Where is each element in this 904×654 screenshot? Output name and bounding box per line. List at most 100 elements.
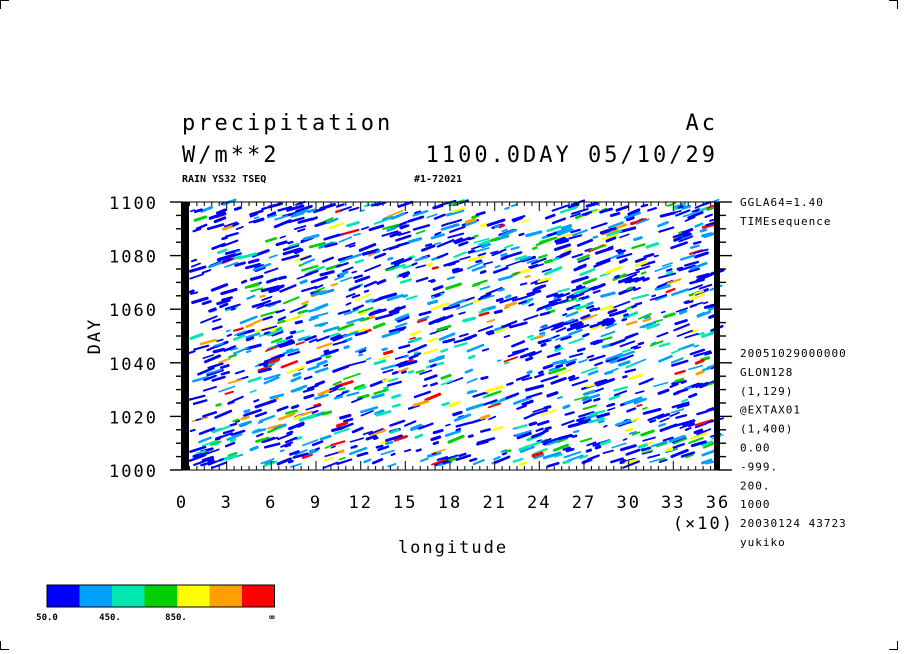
rain-streak (479, 285, 491, 291)
rain-streak (560, 224, 573, 230)
rain-streak (446, 276, 455, 281)
rain-streak (207, 457, 215, 463)
rain-streak (599, 207, 613, 214)
rain-streak (307, 365, 320, 371)
rain-streak (402, 294, 409, 298)
rain-streak (374, 313, 394, 321)
rain-streak (276, 339, 295, 348)
rain-streak (541, 408, 557, 416)
rain-streak (398, 344, 411, 350)
rain-streak (282, 244, 300, 252)
rain-streak (310, 275, 328, 284)
rain-streak (527, 263, 539, 268)
rain-streak (259, 294, 266, 298)
rain-streak (631, 304, 637, 309)
rain-streak (303, 393, 315, 400)
rain-streak (411, 262, 418, 267)
rain-streak (579, 416, 587, 421)
rain-streak (398, 271, 411, 278)
rain-streak (448, 400, 461, 408)
rain-streak (262, 315, 273, 321)
rain-streak (528, 421, 538, 427)
rain-streak (659, 423, 678, 432)
rain-streak (478, 308, 489, 314)
rain-streak (319, 202, 336, 211)
rain-streak (620, 444, 637, 452)
rain-streak (247, 258, 260, 264)
rain-streak (323, 233, 341, 241)
rain-streak (307, 265, 325, 275)
rain-streak (613, 390, 628, 397)
rain-streak (657, 388, 670, 395)
rain-streak (590, 222, 608, 230)
rain-streak (381, 230, 399, 237)
colorbar: 50.0 450. 850. ∞ (36, 584, 275, 623)
rain-streak (339, 413, 352, 420)
rain-streak (536, 439, 542, 443)
rain-streak (657, 272, 677, 279)
rain-streak (343, 345, 350, 350)
rain-streak (290, 384, 308, 393)
rain-streak (211, 325, 223, 331)
rain-streak (531, 451, 544, 458)
rain-streak (544, 258, 554, 264)
rain-streak (453, 251, 467, 259)
rain-streak (589, 307, 596, 313)
rain-streak (576, 238, 593, 247)
rain-streak (206, 369, 224, 377)
rain-streak (330, 334, 342, 341)
rain-streak (287, 240, 294, 245)
rain-streak (473, 237, 490, 244)
rain-streak (194, 208, 203, 214)
rain-streak (696, 410, 709, 416)
rain-streak (274, 214, 288, 221)
rain-streak (254, 401, 269, 409)
side-info-line: 20051029000000 (740, 347, 847, 360)
rain-streak (297, 309, 309, 315)
rain-streak (523, 413, 536, 420)
rain-streak (556, 396, 563, 400)
rain-streak (199, 338, 218, 346)
rain-streak (258, 414, 276, 423)
rain-streak (263, 376, 280, 385)
rain-streak (426, 213, 438, 219)
rain-streak (555, 251, 571, 260)
rain-streak (285, 314, 302, 323)
rain-streak (249, 445, 259, 452)
rain-streak (514, 255, 527, 261)
rain-streak (493, 327, 509, 334)
rain-streak (583, 413, 598, 421)
rain-streak (393, 309, 400, 314)
rain-streak (542, 437, 560, 446)
rain-streak (539, 325, 548, 329)
rain-streak (358, 353, 364, 357)
rain-streak (504, 206, 510, 210)
rain-streak (564, 411, 575, 416)
rain-streak (693, 428, 704, 435)
rain-streak (341, 228, 360, 236)
rain-streak (485, 390, 502, 398)
rain-streak (563, 248, 572, 252)
rain-streak (633, 276, 645, 283)
side-info-line: (1,129) (740, 385, 793, 398)
rain-streak (433, 213, 446, 220)
rain-streak (335, 203, 345, 208)
rain-streak (351, 426, 364, 434)
rain-streak (623, 396, 643, 405)
rain-streak (546, 225, 562, 233)
rain-streak (573, 287, 589, 296)
rain-streak (219, 302, 229, 309)
rain-streak (511, 271, 521, 276)
rain-streak (214, 442, 220, 446)
rain-streak (277, 316, 287, 322)
rain-streak (480, 428, 491, 433)
rain-streak (332, 340, 347, 346)
rain-streak (436, 456, 449, 461)
x-tick-label: 27 (572, 493, 596, 513)
rain-streak (235, 250, 240, 253)
rain-streak (247, 376, 262, 383)
rain-streak (657, 412, 671, 420)
rain-streak (187, 350, 196, 355)
rain-streak (555, 363, 564, 369)
rain-streak (357, 393, 370, 400)
